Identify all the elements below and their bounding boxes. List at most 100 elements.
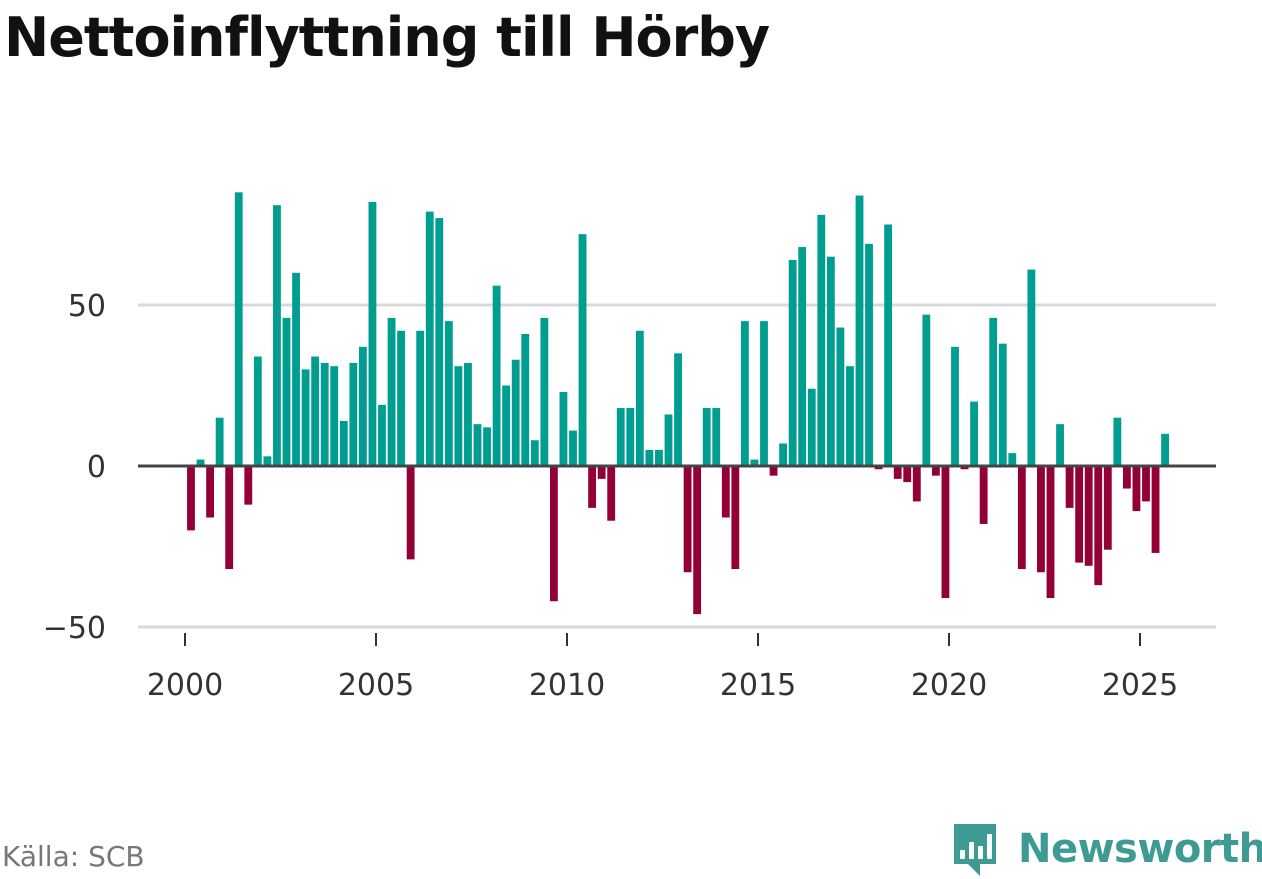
bar-positive <box>330 366 339 466</box>
x-tick-label: 2010 <box>529 668 605 703</box>
bar-positive <box>922 314 931 466</box>
bar-positive <box>655 449 663 466</box>
bar-positive <box>511 359 520 466</box>
bar-positive <box>1161 433 1170 466</box>
bar-positive <box>502 385 511 466</box>
bar-negative <box>912 466 921 502</box>
bar-negative <box>683 466 692 573</box>
bar-positive <box>292 272 300 466</box>
bar-positive <box>779 443 788 466</box>
bar-positive <box>368 201 377 466</box>
bar-negative <box>931 466 940 476</box>
bar-positive <box>807 388 816 466</box>
bar-negative <box>187 466 195 531</box>
bar-negative <box>721 466 730 518</box>
bar-negative <box>693 466 702 615</box>
bar-positive <box>473 424 482 466</box>
bar-negative <box>1084 466 1093 566</box>
bar-negative <box>731 466 740 570</box>
bar-positive <box>1056 424 1064 466</box>
bar-negative <box>1046 466 1055 599</box>
grid-lines <box>138 303 1216 629</box>
bar-negative <box>597 466 606 479</box>
bar-positive <box>397 330 406 466</box>
bar-negative <box>941 466 950 599</box>
bar-positive <box>712 408 721 466</box>
bar-positive <box>444 321 453 466</box>
bar-chart: −50 0 50 2000 2005 2010 2015 2020 2025 <box>43 192 1216 703</box>
bar-negative <box>1037 466 1045 573</box>
bar-negative <box>1065 466 1074 508</box>
bar-negative <box>1017 466 1026 570</box>
bar-negative <box>874 466 883 470</box>
bar-negative <box>960 466 969 470</box>
bar-positive <box>664 414 673 466</box>
bar-positive <box>569 430 577 466</box>
bar-positive <box>865 243 873 466</box>
bar-positive <box>1008 453 1017 466</box>
bar-positive <box>530 440 539 466</box>
bar-positive <box>750 459 759 466</box>
bar-positive <box>798 247 807 466</box>
bar-positive <box>846 366 854 466</box>
bar-positive <box>416 330 425 466</box>
bar-negative <box>225 466 234 570</box>
x-axis-ticks: 2000 2005 2010 2015 2020 2025 <box>147 633 1178 703</box>
bar-positive <box>635 330 644 466</box>
bar-positive <box>253 356 262 466</box>
bar-negative <box>769 466 778 476</box>
bar-negative <box>979 466 988 524</box>
bar-positive <box>740 321 749 466</box>
x-tick-label: 2005 <box>338 668 414 703</box>
bar-positive <box>387 317 396 466</box>
bar-positive <box>320 362 329 466</box>
bar-positive <box>998 343 1007 466</box>
brand-name: Newsworthy <box>1018 826 1262 872</box>
newsworthy-logo-icon <box>954 824 996 876</box>
bar-positive <box>616 408 625 466</box>
bar-negative <box>244 466 253 505</box>
bar-positive <box>339 420 348 466</box>
bar-positive <box>263 456 272 466</box>
bar-positive <box>492 285 501 466</box>
brand-logo: Newsworthy <box>950 820 1262 878</box>
bar-positive <box>817 214 826 466</box>
x-tick-label: 2015 <box>720 668 796 703</box>
bar-positive <box>234 192 243 467</box>
bar-positive <box>301 369 310 466</box>
bar-positive <box>215 417 224 466</box>
bar-positive <box>826 256 835 466</box>
y-tick-label: 50 <box>68 289 106 324</box>
bar-negative <box>1132 466 1141 512</box>
bar-negative <box>1122 466 1131 489</box>
bar-positive <box>196 459 205 466</box>
bar-positive <box>1027 269 1036 466</box>
bar-positive <box>378 404 386 466</box>
bar-positive <box>273 205 281 466</box>
bar-positive <box>788 259 797 466</box>
bar-positive <box>836 327 845 466</box>
bar-negative <box>1075 466 1084 563</box>
bar-positive <box>483 427 491 466</box>
x-tick-label: 2025 <box>1102 668 1178 703</box>
chart-title: Nettoinflyttning till Hörby <box>4 6 770 69</box>
x-tick-label: 2020 <box>911 668 987 703</box>
bar-positive <box>282 317 291 466</box>
bar-negative <box>903 466 912 483</box>
bar-positive <box>970 401 979 466</box>
bar-positive <box>702 408 711 466</box>
bar-negative <box>1103 466 1112 550</box>
bar-positive <box>674 353 682 466</box>
y-tick-label: −50 <box>43 611 106 646</box>
bar-positive <box>884 224 893 466</box>
bar-positive <box>311 356 320 466</box>
bars <box>187 192 1170 615</box>
bar-positive <box>464 362 472 466</box>
bar-negative <box>549 466 558 602</box>
bar-positive <box>760 321 768 466</box>
y-axis-ticks: −50 0 50 <box>43 289 106 646</box>
bar-positive <box>559 391 568 466</box>
y-tick-label: 0 <box>87 450 106 485</box>
bar-positive <box>855 195 864 466</box>
bar-positive <box>951 346 959 466</box>
